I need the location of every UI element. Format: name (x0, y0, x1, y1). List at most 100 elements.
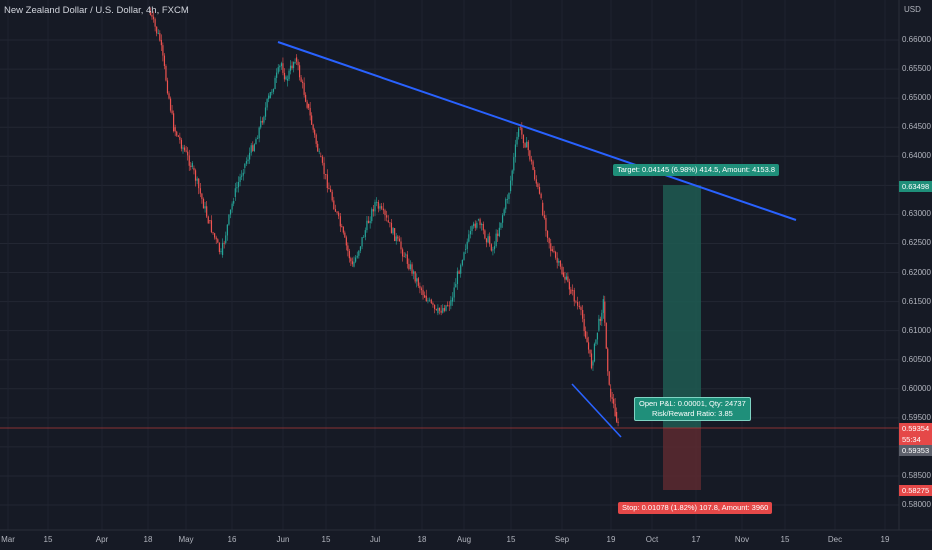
candle-body (510, 181, 511, 192)
candle-body (352, 261, 353, 264)
candle-body (436, 309, 437, 310)
candle-body (178, 135, 179, 136)
candle-body (468, 234, 469, 241)
time-tick-label: 19 (607, 535, 616, 544)
candle-body (569, 282, 570, 290)
candle-body (378, 202, 379, 209)
time-tick-label: Jul (370, 535, 380, 544)
bid-price-tag: 0.59353 (899, 445, 932, 456)
candle-body (580, 307, 581, 310)
candle-body (288, 71, 289, 79)
candle-body (567, 276, 568, 281)
candle-body (462, 260, 463, 265)
candle-body (243, 173, 244, 176)
candle-body (597, 333, 598, 340)
candle-body (357, 256, 358, 258)
candle-body (429, 300, 430, 301)
candle-body (415, 271, 416, 281)
candle-body (355, 258, 356, 262)
candle-body (391, 223, 392, 234)
time-tick-label: Aug (457, 535, 471, 544)
candle-body (249, 153, 250, 160)
candle-body (449, 306, 450, 307)
candle-body (161, 40, 162, 45)
candle-body (327, 174, 328, 188)
candle-body (314, 130, 315, 135)
time-tick-label: 18 (418, 535, 427, 544)
candle-body (523, 135, 524, 143)
candle-body (246, 161, 247, 163)
candle-body (374, 202, 375, 211)
candle-body (404, 256, 405, 257)
candle-body (467, 242, 468, 249)
candle-body (457, 271, 458, 284)
price-tick-label: 0.58000 (902, 500, 931, 509)
candle-body (564, 277, 565, 280)
candle-body (279, 66, 280, 67)
currency-label: USD (904, 5, 921, 14)
candle-body (325, 174, 326, 175)
candle-body (542, 203, 543, 215)
target-zone[interactable] (663, 185, 701, 428)
candle-body (615, 404, 616, 416)
target-label[interactable]: Target: 0.04145 (6.98%) 414.5, Amount: 4… (613, 164, 779, 176)
price-tick-label: 0.60500 (902, 355, 931, 364)
candle-body (570, 289, 571, 293)
open-pnl-box[interactable]: Open P&L: 0.00001, Qty: 24737 Risk/Rewar… (634, 397, 751, 421)
candle-body (200, 188, 201, 193)
candle-body (483, 224, 484, 230)
candle-body (604, 302, 605, 323)
time-tick-label: 15 (44, 535, 53, 544)
candle-body (584, 319, 585, 331)
candle-body (284, 73, 285, 79)
candle-body (206, 206, 207, 216)
time-tick-label: 16 (228, 535, 237, 544)
candle-body (410, 264, 411, 269)
candle-body (431, 300, 432, 303)
candle-body (343, 227, 344, 233)
symbol-title[interactable]: New Zealand Dollar / U.S. Dollar, 4h, FX… (4, 5, 189, 16)
candle-body (197, 179, 198, 181)
candle-body (396, 236, 397, 241)
candle-body (217, 239, 218, 242)
target-price-tag: 0.63498 (899, 181, 932, 192)
candle-body (531, 160, 532, 162)
candle-body (379, 206, 380, 208)
stop-label[interactable]: Stop: 0.01078 (1.82%) 107.8, Amount: 396… (618, 502, 772, 514)
candle-body (216, 238, 217, 240)
candle-body (244, 164, 245, 168)
candle-body (566, 276, 567, 279)
candle-body (371, 209, 372, 221)
candle-body (164, 56, 165, 66)
candle-body (465, 249, 466, 250)
candle-body (162, 45, 163, 55)
candle-body (392, 228, 393, 233)
candle-body (589, 350, 590, 354)
candle-body (558, 261, 559, 263)
candle-body (515, 144, 516, 157)
candle-body (591, 353, 592, 368)
candle-body (268, 96, 269, 99)
candle-body (187, 152, 188, 156)
stop-zone[interactable] (663, 428, 701, 490)
candle-body (153, 17, 154, 19)
candle-body (201, 194, 202, 199)
candle-body (373, 209, 374, 211)
candle-body (227, 225, 228, 236)
bar-countdown-tag: 55:34 (899, 434, 932, 445)
candle-body (408, 264, 409, 269)
candle-body (601, 313, 602, 321)
candle-body (293, 62, 294, 68)
candle-body (407, 254, 408, 263)
candle-body (333, 200, 334, 209)
candle-body (481, 224, 482, 225)
time-tick-label: Oct (646, 535, 658, 544)
candle-body (520, 127, 521, 128)
candle-body (274, 78, 275, 89)
candle-body (219, 243, 220, 252)
candle-body (195, 170, 196, 180)
candle-body (287, 79, 288, 81)
candle-body (311, 115, 312, 124)
candle-body (257, 138, 258, 139)
